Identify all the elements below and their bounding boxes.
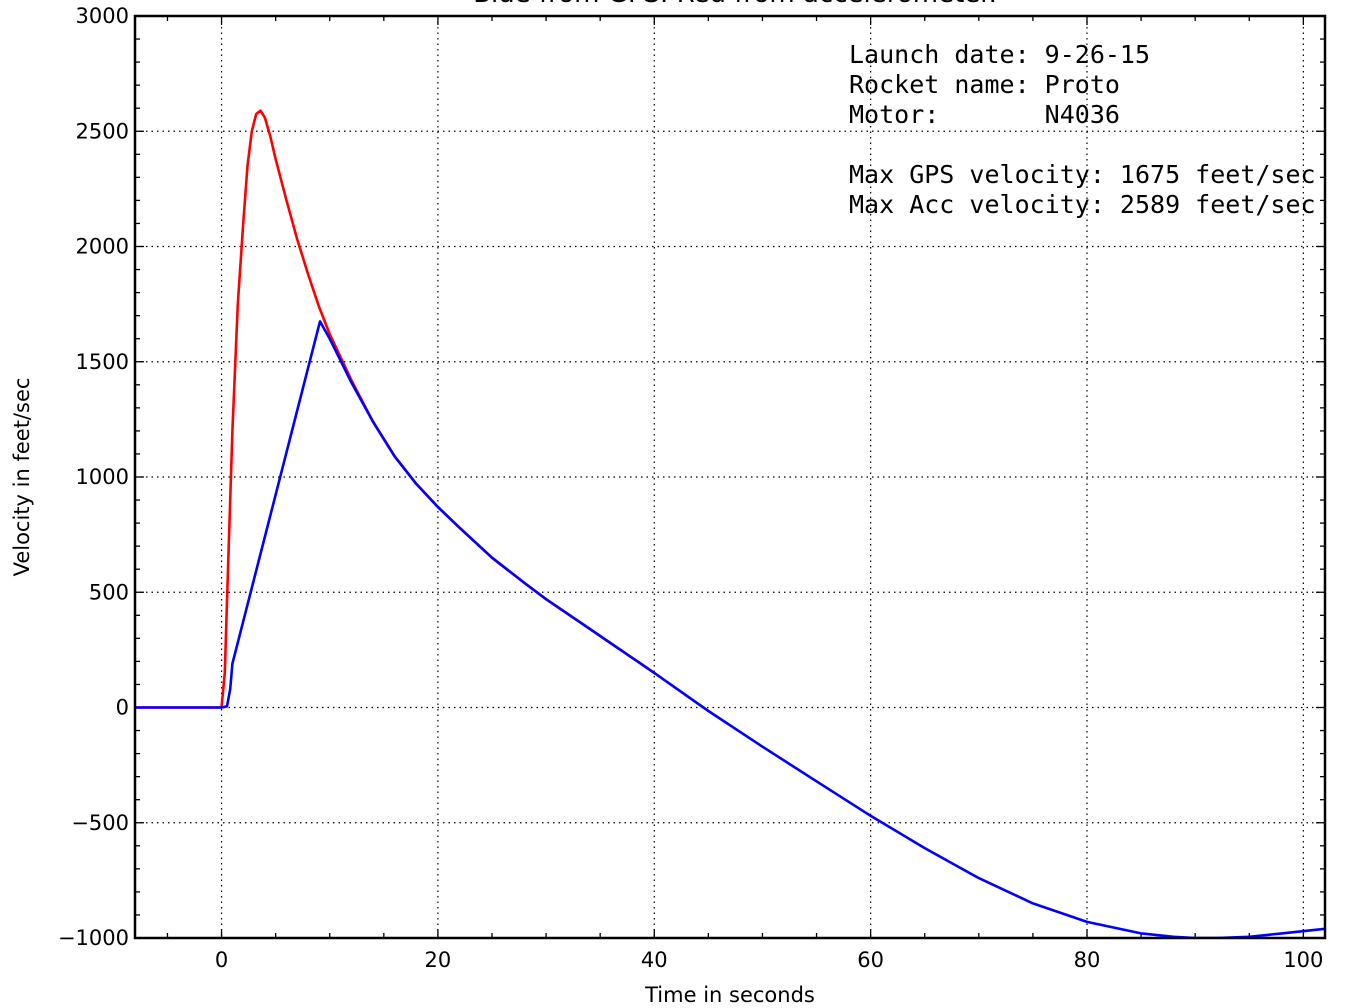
x-tick-label: 80: [1074, 948, 1101, 972]
chart-title: Blue from GPS. Red from accelerometer.: [473, 0, 997, 9]
annotation-max-acc-velocity: Max Acc velocity: 2589 feet/sec: [849, 190, 1316, 219]
y-tick-label: 1500: [76, 350, 129, 374]
y-tick-label: −500: [71, 811, 129, 835]
y-axis-label: Velocity in feet/sec: [10, 378, 34, 577]
annotation-max-gps-velocity: Max GPS velocity: 1675 feet/sec: [849, 160, 1316, 189]
annotation-rocket-name: Rocket name: Proto: [849, 70, 1120, 99]
y-tick-labels: −1000 −500 0 500 1000 1500 2000 2500 3000: [58, 4, 129, 950]
grid-layer: [135, 16, 1325, 938]
annotation-box: Launch date: 9-26-15 Rocket name: Proto …: [849, 40, 1316, 219]
x-tick-labels: 0 20 40 60 80 100: [215, 948, 1324, 972]
y-tick-label: 2500: [76, 119, 129, 143]
y-tick-label: −1000: [58, 926, 129, 950]
gps-velocity-line: [135, 320, 1325, 938]
x-tick-label: 40: [641, 948, 668, 972]
y-tick-label: 1000: [76, 465, 129, 489]
series-layer: [135, 109, 1325, 938]
y-tick-label: 2000: [76, 235, 129, 259]
annotation-launch-date: Launch date: 9-26-15: [849, 40, 1150, 69]
annotation-motor: Motor: N4036: [849, 100, 1120, 129]
y-tick-label: 500: [89, 580, 129, 604]
x-axis-label: Time in seconds: [644, 983, 815, 1007]
x-tick-label: 0: [215, 948, 228, 972]
x-tick-label: 60: [857, 948, 884, 972]
y-tick-label: 0: [116, 696, 129, 720]
x-tick-label: 20: [425, 948, 452, 972]
x-tick-label: 100: [1283, 948, 1323, 972]
plot-frame: [133, 14, 1327, 940]
y-tick-label: 3000: [76, 4, 129, 28]
